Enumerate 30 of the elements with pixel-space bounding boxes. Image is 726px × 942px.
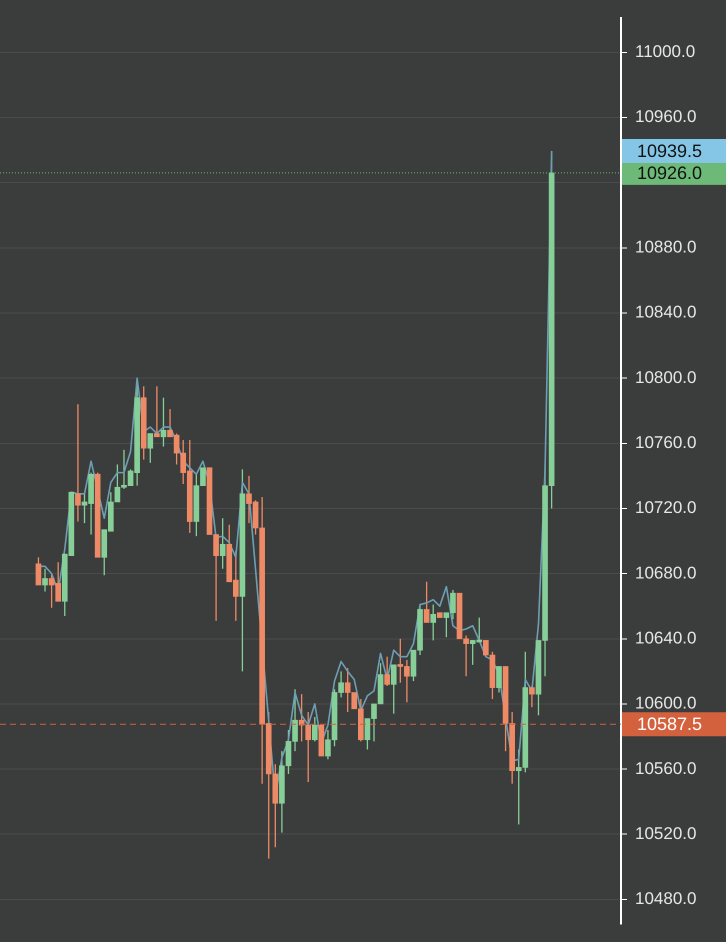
y-tick-label: 10520.0 (635, 824, 696, 843)
candlestick (312, 716, 318, 742)
candlestick (36, 556, 42, 586)
y-tick-label: 10560.0 (635, 758, 696, 778)
candlestick (384, 656, 390, 687)
y-tick-label: 10720.0 (635, 498, 696, 518)
y-tick-label: 10760.0 (635, 433, 696, 452)
candlestick (42, 568, 48, 592)
y-tick-label: 10680.0 (635, 563, 696, 582)
candlestick (390, 664, 397, 714)
y-tick-label: 10800.0 (635, 368, 696, 387)
candlestick (75, 404, 81, 522)
y-tick-label: 10640.0 (635, 628, 696, 648)
y-tick-label: 10880.0 (635, 238, 696, 257)
candlestick (154, 386, 160, 438)
candlestick (424, 581, 430, 624)
ref-line-label: 10926.0 (637, 162, 702, 183)
candlestick (220, 518, 226, 570)
candlestick (430, 604, 436, 642)
text: 10939.5 (637, 140, 702, 161)
y-tick-label: 10840.0 (635, 302, 696, 322)
candlestick (529, 685, 535, 708)
y-tick-label: 10960.0 (635, 107, 696, 126)
ref-line-label: 10587.5 (637, 714, 702, 734)
candlestick (160, 397, 166, 448)
candlestick (147, 432, 154, 464)
y-tick-label: 10480.0 (635, 889, 696, 908)
y-tick-label: 10600.0 (635, 694, 696, 713)
y-tick-label: 11000.0 (635, 42, 696, 62)
candlestick (496, 666, 502, 694)
